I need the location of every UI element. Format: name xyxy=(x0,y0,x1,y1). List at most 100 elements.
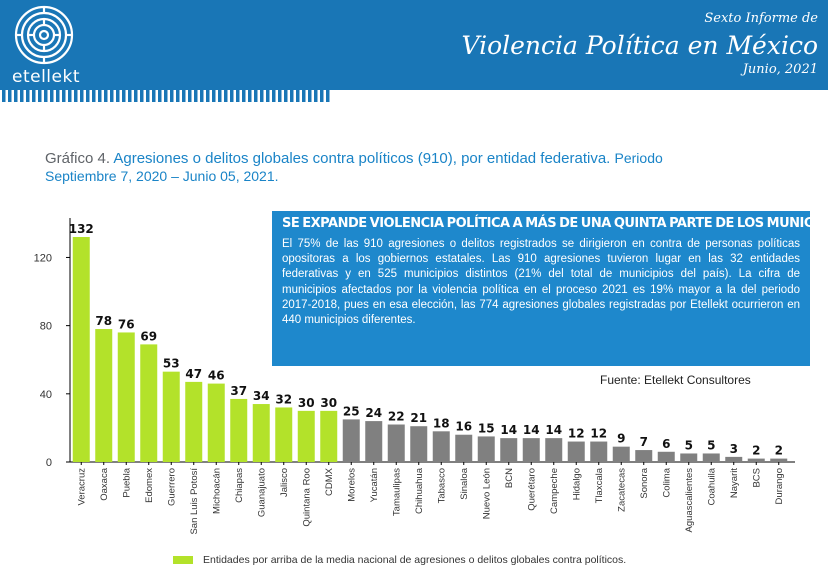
bar xyxy=(500,438,518,462)
bar-value-label: 53 xyxy=(163,357,180,371)
bar-value-label: 21 xyxy=(410,411,427,425)
bar-value-label: 25 xyxy=(343,404,360,418)
header-tick xyxy=(68,90,72,102)
bar xyxy=(95,329,113,462)
x-category-label: Nuevo León xyxy=(481,468,492,519)
bar-value-label: 32 xyxy=(275,392,292,406)
header-tick xyxy=(230,90,234,102)
chart-title-prefix: Gráfico 4. xyxy=(45,150,111,167)
header-tick xyxy=(8,90,12,102)
header-tick xyxy=(38,90,42,102)
bar xyxy=(567,441,585,462)
bar xyxy=(72,237,90,462)
chart-legend: Entidades por arriba de la media naciona… xyxy=(173,554,626,566)
bar xyxy=(275,407,293,462)
header-tick xyxy=(152,90,156,102)
bar xyxy=(635,450,653,462)
bar-value-label: 76 xyxy=(118,317,135,331)
header-tick xyxy=(122,90,126,102)
header-tick xyxy=(224,90,228,102)
header-tick xyxy=(32,90,36,102)
header-tick xyxy=(188,90,192,102)
y-tick-label: 80 xyxy=(40,321,52,333)
header-tick xyxy=(98,90,102,102)
bar-value-label: 34 xyxy=(253,389,270,403)
x-category-label: Jalisco xyxy=(279,468,290,497)
bar-value-label: 78 xyxy=(95,314,112,328)
bar-value-label: 22 xyxy=(388,410,405,424)
bar-value-label: 12 xyxy=(590,427,607,441)
x-category-label: Tamaulipas xyxy=(391,468,402,516)
bar-value-label: 30 xyxy=(320,396,337,410)
header-tick xyxy=(206,90,210,102)
info-box: SE EXPANDE VIOLENCIA POLÍTICA A MÁS DE U… xyxy=(272,211,828,366)
header-tick xyxy=(290,90,294,102)
legend-swatch-above-mean xyxy=(173,556,193,564)
header-tick xyxy=(320,90,324,102)
bar-value-label: 9 xyxy=(617,432,625,446)
bar-value-label: 37 xyxy=(230,384,247,398)
header-tick xyxy=(56,90,60,102)
header-tick xyxy=(284,90,288,102)
bar-value-label: 18 xyxy=(433,416,450,430)
header-tick xyxy=(104,90,108,102)
bar xyxy=(185,381,203,462)
header-tick xyxy=(200,90,204,102)
bar xyxy=(320,410,338,462)
bar-value-label: 132 xyxy=(69,222,94,236)
chart-period: Septiembre 7, 2020 – Junio 05, 2021. xyxy=(45,168,279,184)
header-tick xyxy=(74,90,78,102)
report-subtitle: Sexto Informe de xyxy=(704,11,818,26)
bar xyxy=(207,383,225,462)
bar xyxy=(387,424,405,462)
header-tick xyxy=(14,90,18,102)
header-tick xyxy=(92,90,96,102)
bar-value-label: 2 xyxy=(752,444,760,458)
bar-value-label: 30 xyxy=(298,396,315,410)
x-category-label: BCS xyxy=(751,468,762,488)
bar xyxy=(162,371,180,462)
x-category-label: Sonora xyxy=(639,467,650,498)
chart-title-period-label: Periodo xyxy=(614,150,663,166)
header-tick xyxy=(296,90,300,102)
x-category-label: Hidalgo xyxy=(571,468,582,500)
bar-value-label: 14 xyxy=(545,423,562,437)
bar xyxy=(522,438,540,462)
x-category-label: Guerrero xyxy=(166,468,177,506)
header-tick xyxy=(170,90,174,102)
header-tick xyxy=(116,90,120,102)
bar xyxy=(545,438,563,462)
bar-value-label: 14 xyxy=(500,423,517,437)
header-tick xyxy=(182,90,186,102)
info-box-heading: SE EXPANDE VIOLENCIA POLÍTICA A MÁS DE U… xyxy=(282,216,828,231)
header-tick xyxy=(308,90,312,102)
chart-title-main: Agresiones o delitos globales contra pol… xyxy=(113,150,611,167)
header-tick xyxy=(272,90,276,102)
x-category-label: Sinaloa xyxy=(459,467,470,499)
bar-value-label: 2 xyxy=(775,444,783,458)
bar xyxy=(455,434,473,462)
header-tick xyxy=(110,90,114,102)
report-title: Violencia Política en México xyxy=(461,31,818,60)
x-category-label: Guanajuato xyxy=(256,468,267,517)
x-category-label: Durango xyxy=(774,468,785,504)
header-tick xyxy=(86,90,90,102)
bar-value-label: 46 xyxy=(208,369,225,383)
header-tick xyxy=(236,90,240,102)
x-category-label: CDMX xyxy=(324,467,335,496)
header-tick xyxy=(146,90,150,102)
x-category-label: Aguascalientes xyxy=(684,468,695,533)
bar xyxy=(252,404,270,462)
bar-value-label: 15 xyxy=(478,421,495,435)
report-date: Junio, 2021 xyxy=(742,62,818,77)
bar-value-label: 12 xyxy=(568,427,585,441)
x-category-label: Quintana Roo xyxy=(301,468,312,527)
bar-value-label: 47 xyxy=(185,367,202,381)
x-category-label: Nayarit xyxy=(729,468,740,498)
brand-wordmark: etellekt xyxy=(12,67,80,87)
y-tick-label: 0 xyxy=(46,457,52,469)
x-category-label: Chihuahua xyxy=(414,467,425,514)
bar-value-label: 6 xyxy=(662,437,670,451)
header-tick xyxy=(164,90,168,102)
